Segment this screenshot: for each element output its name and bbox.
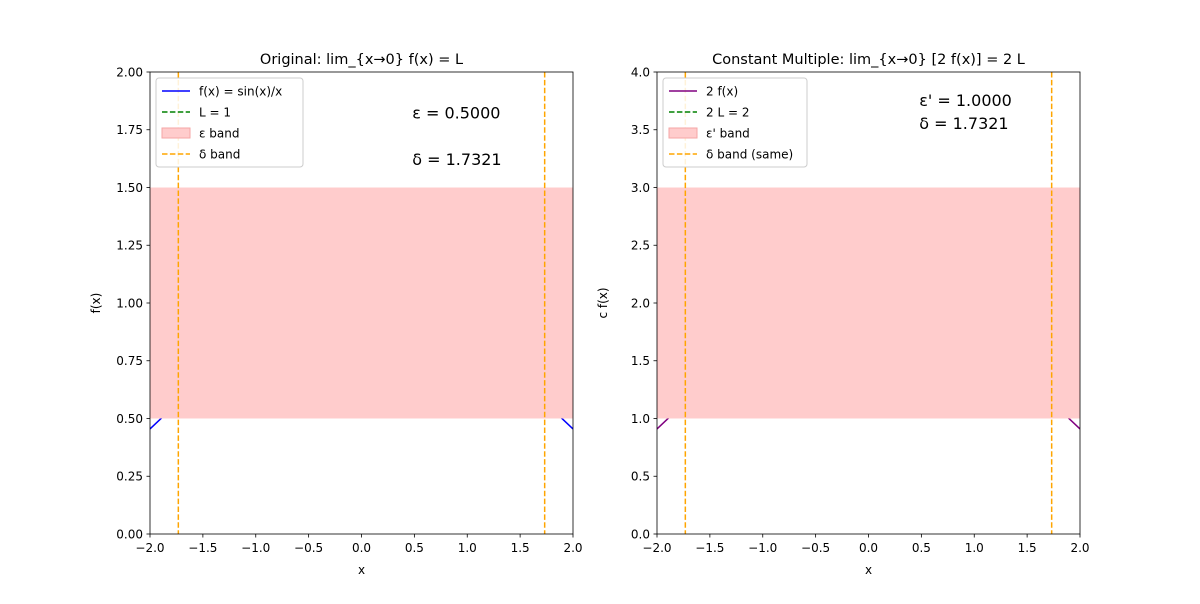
y-axis-label: f(x) xyxy=(89,293,103,314)
chart-title: Constant Multiple: lim_{x→0} [2 f(x)] = … xyxy=(712,52,1025,68)
y-tick-label: 1.50 xyxy=(116,181,143,195)
plot-area xyxy=(150,72,573,534)
legend-label: ε band xyxy=(199,126,240,140)
x-tick-label: 1.0 xyxy=(458,541,477,555)
delta-annotation: δ = 1.7321 xyxy=(412,150,501,169)
x-tick-label: 2.0 xyxy=(1070,541,1089,555)
x-axis-label: x xyxy=(358,563,365,577)
legend-label: 2 L = 2 xyxy=(706,105,749,119)
chart-panel-2: −2.0 −1.5 −1.0 −0.5 0.0 0.5 1.0 1.5 2.0 0.0 0.5 1.0… xyxy=(596,52,1090,577)
x-tick-label: 1.5 xyxy=(1018,541,1037,555)
plot-area xyxy=(657,72,1080,534)
legend-box xyxy=(155,77,304,168)
y-tick-label: 1.0 xyxy=(631,412,650,426)
y-tick-label: 0.00 xyxy=(116,527,143,541)
y-tick-label: 4.0 xyxy=(631,65,650,79)
y-tick-label: 2.5 xyxy=(631,239,650,253)
y-tick-label: 0.0 xyxy=(631,527,650,541)
y-axis-label: c f(x) xyxy=(596,287,610,318)
legend: 2 f(x) 2 L = 2 ε' band δ band (same) xyxy=(662,77,808,168)
x-tick-label: 0.0 xyxy=(352,541,371,555)
x-tick-label: 1.0 xyxy=(965,541,984,555)
y-tick-label: 0.50 xyxy=(116,412,143,426)
x-tick-label: −0.5 xyxy=(294,541,323,555)
x-tick-label: 0.5 xyxy=(912,541,931,555)
x-tick-label: 2.0 xyxy=(563,541,582,555)
legend-box xyxy=(662,77,808,168)
y-tick-label: 2.00 xyxy=(116,65,143,79)
epsilon-band xyxy=(150,187,573,419)
legend-label: L = 1 xyxy=(199,105,231,119)
x-tick-label: 0.5 xyxy=(405,541,424,555)
x-tick-label: −1.5 xyxy=(695,541,724,555)
legend: f(x) = sin(x)/x L = 1 ε band δ band xyxy=(155,77,304,168)
y-tick-label: 1.75 xyxy=(116,123,143,137)
y-tick-label: 0.5 xyxy=(631,470,650,484)
legend-label: ε' band xyxy=(706,126,750,140)
chart-panel-1: −2.0 −1.5 −1.0 −0.5 0.0 0.5 1.0 1.5 2.0 0.00 0.25 0… xyxy=(89,52,583,577)
legend-swatch xyxy=(668,127,698,139)
y-tick-label: 3.0 xyxy=(631,181,650,195)
x-tick-label: −2.0 xyxy=(135,541,164,555)
y-tick-label: 1.25 xyxy=(116,239,143,253)
legend-swatch xyxy=(161,127,191,139)
x-tick-label: −1.0 xyxy=(748,541,777,555)
x-tick-label: −1.0 xyxy=(241,541,270,555)
y-tick-label: 1.00 xyxy=(116,296,143,310)
legend-label: δ band (same) xyxy=(706,147,793,161)
legend-label: 2 f(x) xyxy=(706,84,738,98)
y-tick-label: 1.5 xyxy=(631,354,650,368)
x-tick-label: 1.5 xyxy=(511,541,530,555)
y-tick-label: 0.25 xyxy=(116,470,143,484)
legend-label: δ band xyxy=(199,147,240,161)
chart-title: Original: lim_{x→0} f(x) = L xyxy=(260,52,463,68)
x-tick-label: −1.5 xyxy=(188,541,217,555)
legend-label: f(x) = sin(x)/x xyxy=(199,84,282,98)
x-tick-label: −2.0 xyxy=(642,541,671,555)
y-tick-label: 0.75 xyxy=(116,354,143,368)
delta-annotation: δ = 1.7321 xyxy=(919,114,1008,133)
x-tick-label: −0.5 xyxy=(801,541,830,555)
epsilon-annotation: ε = 0.5000 xyxy=(412,104,500,123)
x-axis-label: x xyxy=(865,563,872,577)
epsilon-annotation: ε' = 1.0000 xyxy=(919,91,1012,110)
y-tick-label: 3.5 xyxy=(631,123,650,137)
y-tick-label: 2.0 xyxy=(631,296,650,310)
x-tick-label: 0.0 xyxy=(859,541,878,555)
epsilon-band xyxy=(657,187,1080,419)
